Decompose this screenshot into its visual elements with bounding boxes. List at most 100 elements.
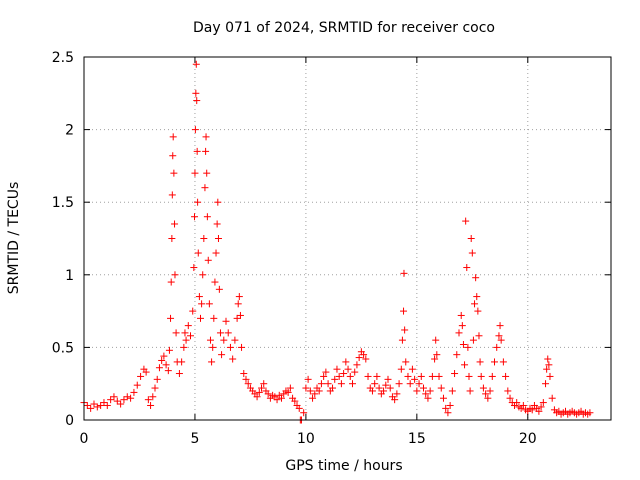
data-point <box>453 351 461 359</box>
data-point <box>398 336 406 344</box>
data-point <box>235 293 243 301</box>
data-point <box>386 384 394 392</box>
data-point <box>400 269 408 277</box>
data-point <box>309 394 317 402</box>
data-point <box>544 355 552 363</box>
y-tick-label: 2 <box>65 123 74 139</box>
data-point <box>397 365 405 373</box>
grid-lines <box>84 57 611 420</box>
data-point <box>87 404 95 412</box>
data-point <box>240 370 248 378</box>
data-point <box>123 393 131 401</box>
data-point <box>342 358 350 366</box>
data-point <box>472 274 480 282</box>
data-point <box>464 343 472 351</box>
data-point <box>253 393 261 401</box>
data-point <box>474 307 482 315</box>
y-tick-label: 0 <box>65 413 74 429</box>
data-point <box>304 375 312 383</box>
data-point <box>311 390 319 398</box>
data-point <box>504 387 512 395</box>
data-point <box>315 387 323 395</box>
data-point <box>277 394 285 402</box>
data-point <box>162 361 170 369</box>
data-point <box>439 394 447 402</box>
data-point <box>402 358 410 366</box>
data-point <box>182 336 190 344</box>
data-point <box>586 409 594 417</box>
data-point <box>459 340 467 348</box>
data-point <box>382 381 390 389</box>
data-point <box>117 400 125 408</box>
data-point <box>353 361 361 369</box>
data-point <box>486 387 494 395</box>
data-point <box>218 351 226 359</box>
data-point <box>484 394 492 402</box>
data-point <box>408 365 416 373</box>
x-tick-label: 10 <box>297 431 315 447</box>
data-point <box>331 375 339 383</box>
data-point <box>211 278 219 286</box>
data-point <box>493 343 501 351</box>
data-point <box>444 409 452 417</box>
data-point <box>451 370 459 378</box>
y-tick-label: 1 <box>65 268 74 284</box>
data-point <box>203 213 211 221</box>
x-tick-labels: 0 5 10 15 20 <box>80 431 537 447</box>
data-point <box>226 343 234 351</box>
data-point <box>424 394 432 402</box>
chart-title: Day 071 of 2024, SRMTID for receiver coc… <box>193 20 495 36</box>
data-point <box>199 271 207 279</box>
data-point <box>497 336 505 344</box>
data-point <box>170 169 178 177</box>
data-point <box>437 384 445 392</box>
data-point <box>193 97 201 105</box>
data-point <box>491 358 499 366</box>
data-point <box>172 329 180 337</box>
data-point <box>499 358 507 366</box>
data-point <box>467 235 475 242</box>
data-point <box>462 217 470 225</box>
data-point <box>473 293 481 301</box>
data-point <box>110 393 118 401</box>
data-point <box>192 60 200 68</box>
data-point <box>479 384 487 392</box>
data-point <box>393 390 401 398</box>
data-point <box>513 399 521 407</box>
data-point <box>190 264 198 272</box>
data-point <box>465 372 473 380</box>
data-point <box>368 387 376 395</box>
data-point <box>545 361 553 369</box>
y-tick-label: 1.5 <box>52 195 74 211</box>
data-point <box>144 396 152 404</box>
data-point <box>260 380 268 388</box>
x-tick-label: 20 <box>519 431 537 447</box>
data-point <box>273 396 281 404</box>
data-point <box>335 372 343 380</box>
data-point <box>189 307 197 315</box>
data-point <box>200 235 208 242</box>
data-point <box>506 394 514 402</box>
data-point <box>395 380 403 388</box>
y-axis-label: SRMTID / TECUs <box>6 182 22 295</box>
data-point <box>496 322 504 330</box>
data-point <box>107 396 115 404</box>
data-point <box>537 403 545 411</box>
data-point <box>539 399 547 407</box>
data-point <box>127 394 135 402</box>
data-point <box>158 356 166 364</box>
data-point <box>384 375 392 383</box>
data-point <box>196 314 204 322</box>
x-tick-label: 15 <box>408 431 426 447</box>
data-point <box>198 300 206 308</box>
data-point <box>375 384 383 392</box>
data-point <box>149 393 157 401</box>
data-point <box>151 384 159 392</box>
data-point <box>344 365 352 373</box>
data-point <box>320 372 328 380</box>
axis-ticks <box>83 56 611 421</box>
data-point <box>468 249 476 257</box>
data-point <box>202 147 210 155</box>
data-point <box>535 407 543 415</box>
data-point <box>329 384 337 392</box>
